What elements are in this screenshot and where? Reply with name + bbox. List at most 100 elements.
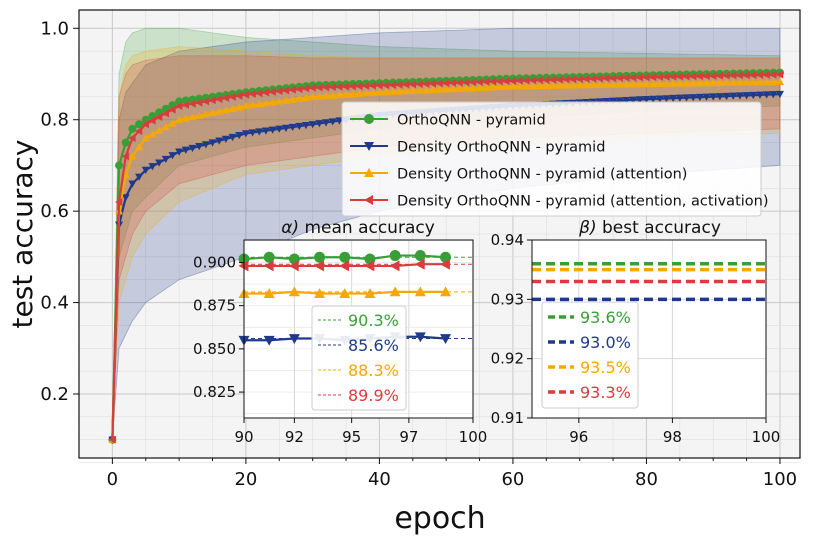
x-tick-label: 100 — [763, 469, 797, 490]
data-point — [288, 123, 297, 132]
legend-label: Density OrthoQNN - pyramid (attention, a… — [397, 194, 769, 210]
data-point — [388, 87, 397, 95]
data-point — [595, 74, 603, 83]
data-point — [408, 80, 416, 89]
data-point — [241, 90, 250, 99]
data-point — [235, 91, 243, 100]
data-point — [442, 85, 451, 93]
data-point — [542, 75, 550, 84]
data-point — [288, 85, 296, 94]
data-point — [314, 260, 324, 272]
data-point — [635, 96, 644, 104]
data-point — [589, 80, 598, 89]
data-point — [742, 71, 750, 80]
data-point — [682, 94, 691, 102]
data-point — [548, 75, 557, 84]
data-point — [455, 78, 463, 87]
data-point — [528, 76, 537, 85]
data-point — [335, 82, 343, 91]
legend-label: 89.9% — [348, 386, 399, 405]
x-axis-label: epoch — [394, 501, 485, 536]
data-point — [263, 288, 275, 298]
data-point — [348, 82, 356, 91]
data-point — [148, 163, 157, 171]
y-tick-label: 0.94 — [491, 231, 524, 249]
data-point — [195, 98, 203, 107]
data-point — [609, 80, 618, 88]
data-point — [295, 85, 303, 94]
data-point — [448, 85, 457, 93]
data-point — [715, 93, 724, 101]
data-point — [522, 76, 530, 85]
data-point — [762, 78, 771, 86]
x-tick-label: 97 — [399, 428, 418, 446]
data-point — [755, 78, 764, 86]
data-point — [515, 76, 523, 85]
x-tick-label: 100 — [752, 428, 781, 446]
x-tick-label: 80 — [635, 469, 658, 490]
data-point — [215, 107, 224, 115]
y-axis-label: test accuracy — [6, 140, 39, 329]
data-point — [235, 103, 244, 111]
data-point — [121, 194, 130, 202]
data-point — [195, 111, 204, 119]
data-point — [314, 288, 326, 298]
data-point — [569, 75, 577, 84]
data-point — [655, 79, 664, 88]
data-point — [188, 112, 197, 121]
data-point — [308, 121, 317, 129]
data-point — [168, 105, 176, 114]
data-point — [181, 114, 190, 122]
data-point — [615, 73, 623, 82]
data-point — [295, 94, 304, 102]
legend-label: OrthoQNN - pyramid — [397, 113, 546, 129]
y-tick-label: 0.6 — [40, 201, 69, 222]
data-point — [328, 83, 336, 92]
data-point — [448, 78, 457, 87]
data-point — [622, 80, 631, 88]
data-point — [775, 90, 784, 99]
data-point — [435, 79, 443, 88]
data-point — [208, 108, 217, 117]
data-point — [695, 93, 704, 102]
data-point — [548, 81, 557, 89]
data-point — [275, 125, 284, 133]
data-point — [440, 258, 450, 270]
data-point — [275, 97, 284, 105]
data-point — [308, 92, 317, 101]
data-point — [155, 159, 164, 167]
data-point — [188, 144, 197, 153]
data-point — [263, 335, 275, 346]
data-point — [435, 85, 444, 93]
data-point — [335, 117, 344, 125]
data-point — [322, 91, 331, 100]
legend-label: Density OrthoQNN - pyramid — [397, 140, 605, 156]
data-point — [775, 70, 784, 79]
data-point — [201, 141, 210, 149]
data-point — [735, 71, 744, 80]
data-point — [135, 120, 144, 129]
y-tick-label: 0.850 — [193, 340, 236, 358]
data-point — [181, 100, 190, 109]
data-point — [241, 130, 250, 138]
data-point — [655, 95, 664, 103]
main-y-ticks: 0.2 0.4 0.6 0.8 1.0 — [40, 18, 79, 405]
data-point — [255, 89, 263, 98]
data-point — [722, 78, 731, 86]
data-point — [308, 83, 316, 92]
data-point — [402, 87, 411, 95]
data-point — [669, 94, 678, 103]
data-point — [339, 288, 351, 298]
data-point — [175, 102, 183, 110]
y-tick-label: 0.4 — [40, 293, 69, 314]
data-point — [368, 88, 377, 96]
data-point — [440, 334, 452, 345]
data-point — [635, 80, 644, 88]
data-point — [348, 90, 357, 98]
legend-marker — [364, 195, 373, 205]
x-tick-label: 98 — [663, 428, 682, 446]
inset-best-accuracy: β) best accuracy 93.6% 93.0% 93.5% 93.3% 96… — [491, 218, 781, 446]
data-point — [662, 72, 670, 81]
inset-mean-accuracy-x-ticks: 90 92 95 97 100 — [234, 418, 487, 446]
